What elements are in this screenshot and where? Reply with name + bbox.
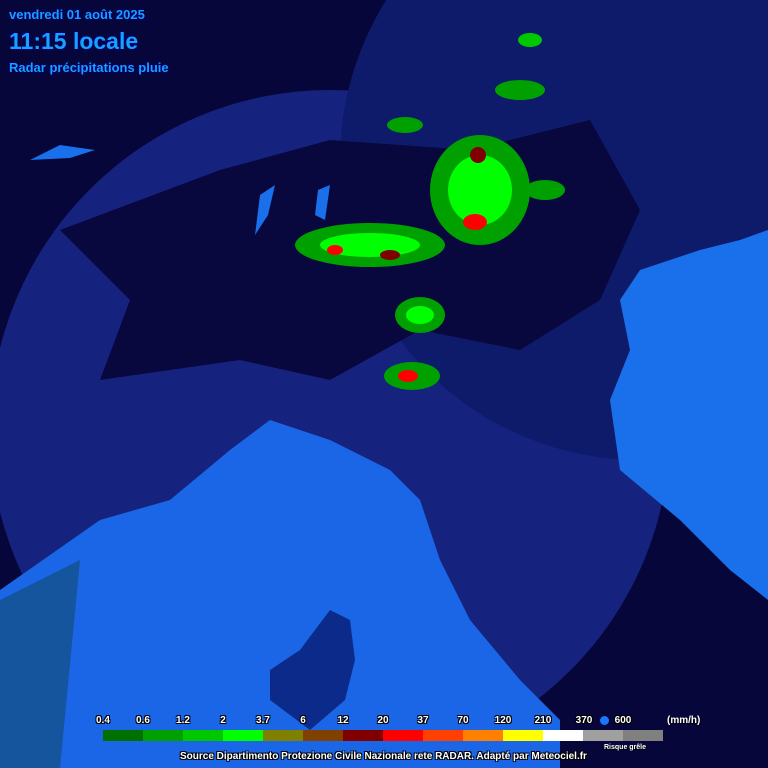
color-swatch xyxy=(583,730,623,741)
legend-label: 2 xyxy=(220,715,226,726)
date-label: vendredi 01 août 2025 xyxy=(9,7,145,22)
map-subtitle: Radar précipitations pluie xyxy=(9,60,169,75)
corsica xyxy=(270,610,355,730)
legend-label: 120 xyxy=(494,715,512,726)
color-swatch xyxy=(183,730,223,741)
color-swatch xyxy=(383,730,423,741)
color-scale xyxy=(103,730,663,741)
legend-label: 0.4 xyxy=(96,715,110,726)
legend-label: 20 xyxy=(377,715,389,726)
color-swatch xyxy=(543,730,583,741)
time-label: 11:15 locale xyxy=(9,28,139,54)
color-swatch xyxy=(223,730,263,741)
color-swatch xyxy=(303,730,343,741)
lake-maggiore xyxy=(255,185,275,235)
legend-label: 12 xyxy=(337,715,349,726)
color-swatch xyxy=(263,730,303,741)
color-swatch xyxy=(463,730,503,741)
legend-label: 600 xyxy=(614,715,632,726)
adriatic-sea xyxy=(610,230,768,600)
legend-label: 70 xyxy=(457,715,469,726)
hail-risk-label: Risque grêle xyxy=(604,744,647,751)
precipitation-cells xyxy=(295,33,565,390)
legend-label: 0.6 xyxy=(136,715,150,726)
legend-label: 37 xyxy=(417,715,429,726)
source-credit: Source Dipartimento Protezione Civile Na… xyxy=(180,751,587,762)
hail-marker-icon xyxy=(600,716,609,725)
color-swatch xyxy=(143,730,183,741)
legend-label: 6 xyxy=(300,715,306,726)
legend-label: 210 xyxy=(534,715,552,726)
lake-geneva xyxy=(30,145,95,160)
color-swatch xyxy=(623,730,663,741)
tyrrhenian-sea xyxy=(0,420,560,768)
color-swatch xyxy=(343,730,383,741)
legend-label: 1.2 xyxy=(176,715,190,726)
legend-label: 3.7 xyxy=(256,715,270,726)
color-swatch xyxy=(423,730,463,741)
lake-como xyxy=(315,185,330,220)
sea-outer xyxy=(0,560,80,768)
legend-unit: (mm/h) xyxy=(667,715,701,726)
color-swatch xyxy=(103,730,143,741)
color-swatch xyxy=(503,730,543,741)
legend-label: 370 xyxy=(575,715,593,726)
